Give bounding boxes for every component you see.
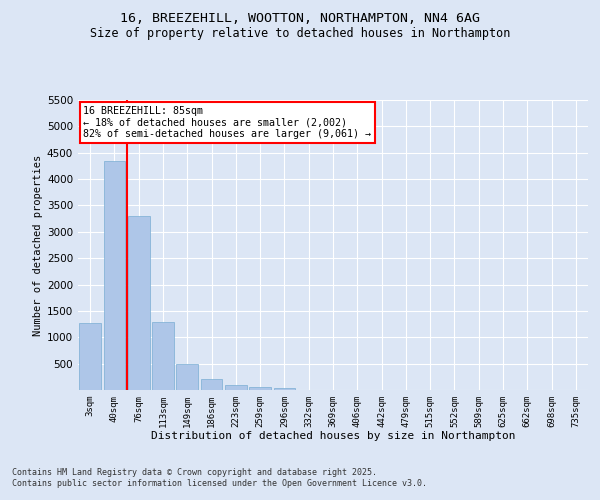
Bar [249, 387, 271, 390]
Bar [79, 323, 101, 390]
Text: Contains HM Land Registry data © Crown copyright and database right 2025.
Contai: Contains HM Land Registry data © Crown c… [12, 468, 427, 487]
Bar [128, 216, 149, 390]
Bar [200, 378, 223, 390]
X-axis label: Distribution of detached houses by size in Northampton: Distribution of detached houses by size … [151, 432, 515, 442]
Bar [104, 160, 125, 390]
Bar [176, 364, 198, 390]
Text: 16 BREEZEHILL: 85sqm
← 18% of detached houses are smaller (2,002)
82% of semi-de: 16 BREEZEHILL: 85sqm ← 18% of detached h… [83, 106, 371, 139]
Bar [152, 322, 174, 390]
Y-axis label: Number of detached properties: Number of detached properties [33, 154, 43, 336]
Bar [274, 388, 295, 390]
Text: Size of property relative to detached houses in Northampton: Size of property relative to detached ho… [90, 28, 510, 40]
Bar [225, 385, 247, 390]
Text: 16, BREEZEHILL, WOOTTON, NORTHAMPTON, NN4 6AG: 16, BREEZEHILL, WOOTTON, NORTHAMPTON, NN… [120, 12, 480, 26]
